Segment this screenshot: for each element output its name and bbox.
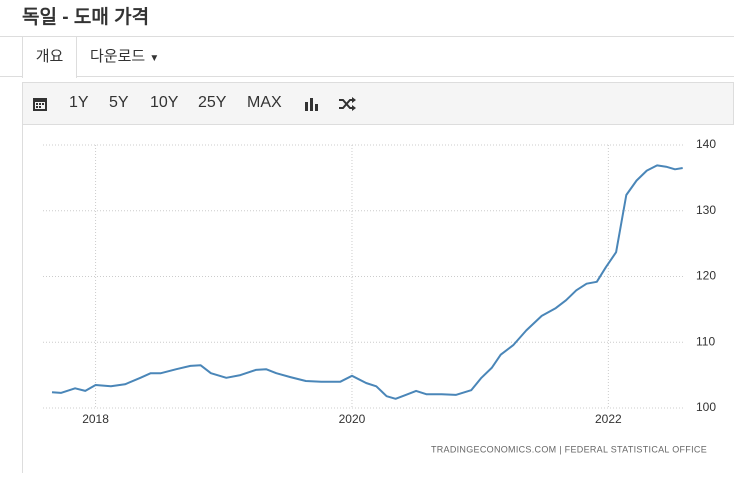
x-tick-label: 2022: [595, 412, 622, 426]
range-button[interactable]: MAX: [247, 94, 282, 111]
y-tick-label: 110: [696, 334, 715, 348]
tab-label[interactable]: 다운로드: [90, 48, 146, 65]
range-button[interactable]: 1Y: [69, 94, 89, 111]
chart: 100 110 120 130 140 2018 2020 2022 TRADINGECONOM…: [43, 137, 716, 454]
x-tick-label: 2020: [339, 412, 366, 426]
caret: ▼: [149, 53, 160, 64]
bar-icon[interactable]: [303, 96, 319, 112]
tab-bar: 개요 다운로드 ▼: [0, 36, 734, 78]
y-tick-label: 130: [696, 203, 716, 217]
tab[interactable]: 다운로드 ▼: [90, 37, 159, 77]
chart-panel: 100 110 120 130 140 2018 2020 2022 TRADINGECONOM…: [22, 124, 734, 473]
calendar-icon[interactable]: [32, 96, 48, 112]
range-button[interactable]: 10Y: [150, 94, 179, 111]
tab[interactable]: 개요: [22, 37, 77, 78]
line-series: [51, 164, 683, 400]
shuffle-icon[interactable]: [338, 96, 356, 112]
y-tick-label: 120: [696, 269, 716, 283]
toolbar: 1Y 5Y 10Y 25Y MAX: [22, 82, 734, 125]
range-button[interactable]: 5Y: [109, 94, 129, 111]
x-tick-label: 2018: [82, 412, 109, 426]
y-tick-label: 140: [696, 137, 716, 151]
y-tick-label: 100: [696, 400, 716, 414]
source-note: TRADINGECONOMICS.COM | FEDERAL STATISTIC…: [431, 444, 707, 454]
page-title: 독일 - 도매 가격: [22, 7, 150, 28]
range-button[interactable]: 25Y: [198, 94, 227, 111]
